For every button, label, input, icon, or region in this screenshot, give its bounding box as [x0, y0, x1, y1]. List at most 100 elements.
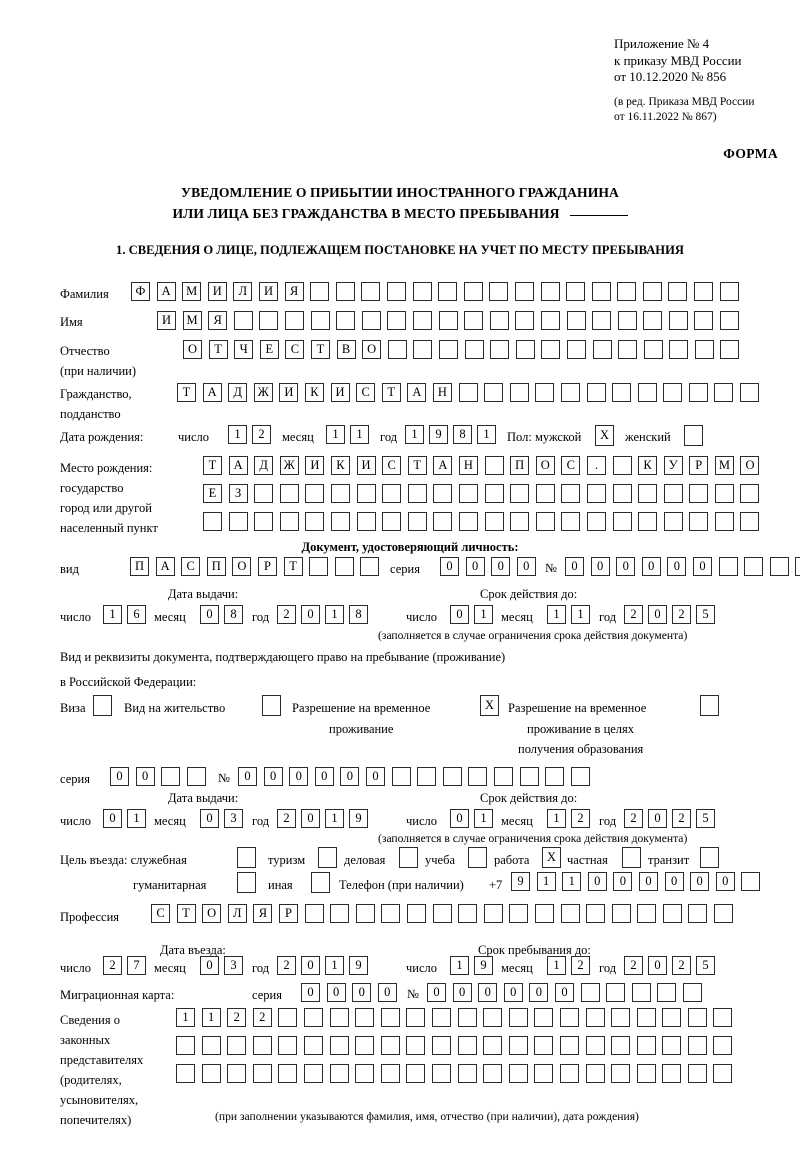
form-cell[interactable]: 1	[450, 956, 469, 975]
purpose-business-checkbox[interactable]	[399, 847, 418, 868]
form-cell[interactable]: И	[356, 456, 376, 475]
form-cell[interactable]	[330, 904, 350, 923]
form-cell[interactable]	[382, 484, 402, 503]
form-cell[interactable]	[412, 282, 432, 301]
form-cell[interactable]	[586, 512, 606, 531]
form-cell[interactable]	[399, 847, 418, 868]
form-cell[interactable]	[508, 1036, 528, 1055]
form-cell[interactable]: З	[228, 484, 248, 503]
form-cell[interactable]	[509, 904, 529, 923]
purpose-tourism-checkbox[interactable]	[318, 847, 337, 868]
form-cell[interactable]	[561, 512, 581, 531]
form-cell[interactable]	[687, 1064, 707, 1083]
form-cell[interactable]	[687, 1008, 707, 1027]
form-cell[interactable]	[636, 1064, 656, 1083]
form-cell[interactable]: О	[202, 904, 222, 923]
form-cell[interactable]: И	[207, 282, 227, 301]
form-cell[interactable]: .	[586, 456, 606, 475]
form-cell[interactable]: 0	[491, 557, 511, 576]
form-cell[interactable]	[254, 512, 274, 531]
form-cell[interactable]	[663, 383, 683, 402]
form-cell[interactable]	[489, 311, 509, 330]
form-cell[interactable]	[545, 767, 565, 786]
form-cell[interactable]	[254, 484, 274, 503]
form-cell[interactable]	[611, 1008, 631, 1027]
form-cell[interactable]: М	[714, 456, 734, 475]
form-cell[interactable]: Н	[458, 456, 478, 475]
form-cell[interactable]: 0	[690, 872, 710, 891]
form-cell[interactable]: 0	[238, 767, 257, 786]
form-cell[interactable]	[585, 1036, 605, 1055]
form-cell[interactable]	[694, 282, 714, 301]
form-cell[interactable]: 1	[477, 425, 496, 444]
form-cell[interactable]: И	[330, 383, 350, 402]
form-cell[interactable]: 1	[325, 809, 344, 828]
form-cell[interactable]	[457, 1064, 477, 1083]
form-cell[interactable]: 1	[127, 809, 146, 828]
form-cell[interactable]	[458, 512, 478, 531]
form-cell[interactable]: К	[638, 456, 658, 475]
form-cell[interactable]: 5	[696, 605, 715, 624]
form-cell[interactable]	[303, 1064, 323, 1083]
residence-permit-checkbox[interactable]	[262, 695, 281, 716]
form-cell[interactable]	[305, 484, 325, 503]
form-cell[interactable]: 0	[667, 557, 687, 576]
form-cell[interactable]: 1	[547, 956, 566, 975]
form-cell[interactable]	[161, 767, 181, 786]
form-cell[interactable]: А	[433, 456, 453, 475]
form-cell[interactable]: 0	[465, 557, 485, 576]
form-cell[interactable]	[688, 904, 708, 923]
form-cell[interactable]	[612, 383, 632, 402]
form-cell[interactable]	[432, 904, 452, 923]
purpose-humanitarian-checkbox[interactable]	[237, 872, 256, 893]
form-cell[interactable]	[795, 557, 800, 576]
form-cell[interactable]: 0	[478, 983, 498, 1002]
form-cell[interactable]: 8	[224, 605, 243, 624]
form-cell[interactable]	[740, 383, 760, 402]
form-cell[interactable]	[484, 456, 504, 475]
form-cell[interactable]: Т	[176, 904, 196, 923]
form-cell[interactable]: Н	[432, 383, 452, 402]
form-cell[interactable]	[176, 1036, 195, 1055]
form-cell[interactable]	[484, 512, 504, 531]
form-cell[interactable]	[714, 904, 734, 923]
form-cell[interactable]	[514, 282, 534, 301]
form-cell[interactable]	[688, 383, 708, 402]
form-cell[interactable]	[561, 484, 581, 503]
form-cell[interactable]	[643, 311, 663, 330]
form-cell[interactable]: 7	[127, 956, 146, 975]
form-cell[interactable]: 0	[200, 809, 219, 828]
form-cell[interactable]: 0	[110, 767, 129, 786]
form-cell[interactable]	[617, 311, 637, 330]
form-cell[interactable]	[540, 282, 560, 301]
birthplace-line-3-boxes[interactable]	[203, 512, 760, 531]
form-cell[interactable]	[606, 983, 626, 1002]
form-cell[interactable]: 1	[547, 809, 566, 828]
form-cell[interactable]	[510, 512, 530, 531]
form-cell[interactable]: 0	[200, 956, 219, 975]
form-cell[interactable]	[463, 282, 483, 301]
form-cell[interactable]	[535, 383, 555, 402]
form-cell[interactable]	[540, 311, 560, 330]
form-cell[interactable]: 0	[587, 872, 607, 891]
form-cell[interactable]: Л	[227, 904, 247, 923]
form-cell[interactable]	[407, 484, 427, 503]
form-cell[interactable]	[361, 311, 381, 330]
form-cell[interactable]: 0	[554, 983, 574, 1002]
form-cell[interactable]: Е	[259, 340, 279, 359]
form-cell[interactable]: Т	[177, 383, 196, 402]
form-cell[interactable]: Е	[203, 484, 222, 503]
form-cell[interactable]: Д	[254, 456, 274, 475]
form-cell[interactable]	[559, 1008, 579, 1027]
form-cell[interactable]: 1	[571, 605, 590, 624]
form-cell[interactable]	[438, 340, 458, 359]
form-cell[interactable]	[335, 282, 355, 301]
reps-line-2-boxes[interactable]	[176, 1036, 733, 1055]
form-cell[interactable]	[355, 1036, 375, 1055]
